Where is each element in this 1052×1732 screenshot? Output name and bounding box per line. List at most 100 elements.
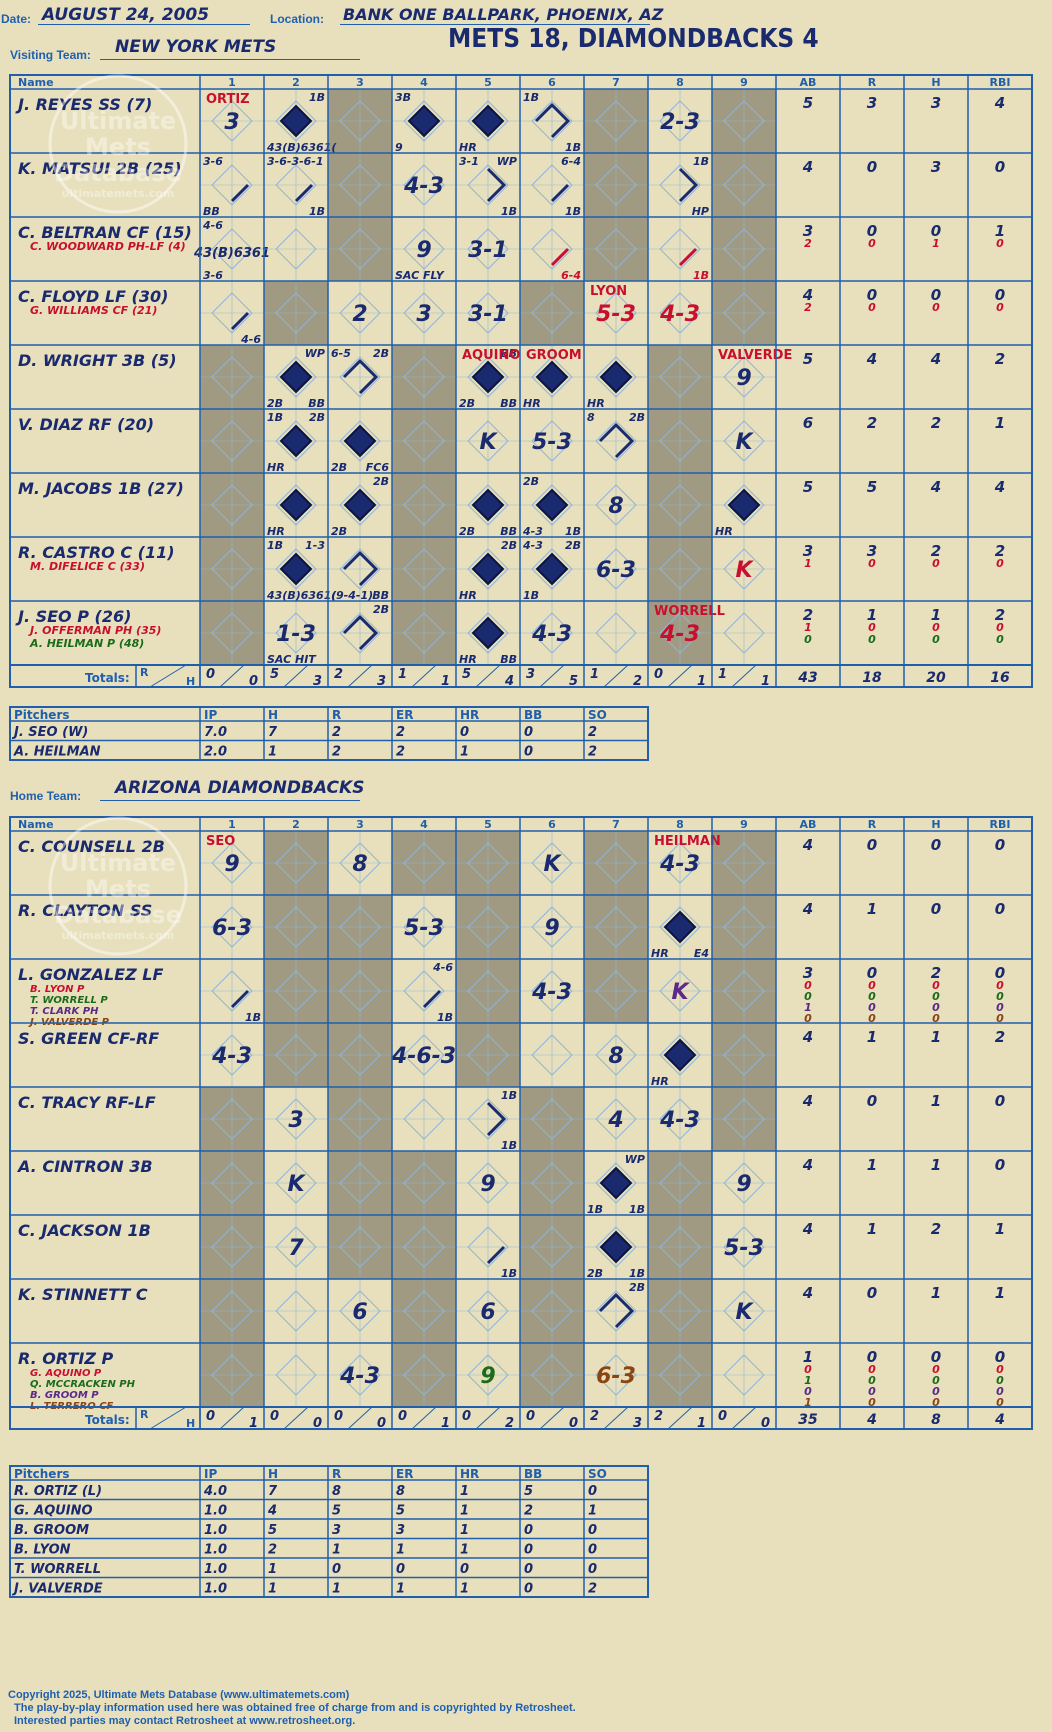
- run-scored-diamond: [599, 1166, 633, 1200]
- pitching-stat: 1: [460, 1523, 469, 1538]
- play-notation: BB: [500, 397, 517, 410]
- play-notation: 9: [480, 1364, 495, 1389]
- pitch-header: H: [268, 708, 278, 722]
- run-scored-diamond: [279, 552, 313, 586]
- batting-stat: 4: [802, 836, 813, 854]
- run-scored-diamond: [471, 488, 505, 522]
- run-scored-diamond: [535, 488, 569, 522]
- player-name: K. MATSUI 2B (25): [18, 159, 182, 178]
- player-name: Q. MCCRACKEN PH: [30, 1379, 136, 1390]
- name-column-header: Name: [18, 76, 54, 89]
- stat-header: AB: [800, 76, 817, 89]
- pitching-stat: 0: [588, 1562, 597, 1577]
- batting-stat: 2: [804, 301, 812, 314]
- play-notation: BB: [308, 397, 325, 410]
- copyright-text: Copyright 2025, Ultimate Mets Database (…: [8, 1689, 350, 1701]
- stat-header: AB: [800, 818, 817, 831]
- batting-stat: 2: [931, 1220, 941, 1238]
- play-notation: 6: [352, 1300, 367, 1325]
- basepath-line: [422, 989, 442, 1009]
- play-notation: 2B: [565, 539, 581, 552]
- batting-stat: 0: [996, 1001, 1004, 1014]
- basepath-line: [678, 167, 699, 203]
- pitcher-name: T. WORRELL: [14, 1562, 101, 1577]
- batting-stat: 0: [867, 222, 877, 240]
- visiting-underline: [100, 59, 360, 60]
- batting-stat: 0: [804, 979, 812, 992]
- batting-stat: 2: [995, 350, 1005, 368]
- batting-stat: 1: [931, 1028, 941, 1046]
- batting-stat: 0: [996, 633, 1004, 646]
- batting-stat: 1: [931, 1156, 941, 1174]
- pitching-stat: 0: [524, 1562, 533, 1577]
- pitching-stat: 0: [332, 1562, 341, 1577]
- play-notation: 5-3: [404, 916, 444, 941]
- batting-stat: 0: [932, 979, 940, 992]
- inning-header: 8: [676, 76, 684, 89]
- pitching-stat: 0: [524, 1582, 533, 1597]
- play-notation: BB: [203, 205, 220, 218]
- batting-stat: 4: [866, 350, 877, 368]
- batting-stat: 2: [867, 414, 877, 432]
- pitcher-name: J. VALVERDE: [11, 1582, 103, 1597]
- batting-stat: 0: [996, 237, 1004, 250]
- inning-runs-total: 5: [462, 667, 471, 682]
- totals-slash: [475, 1406, 501, 1430]
- pitching-stat: 0: [588, 1484, 597, 1499]
- player-name: C. TRACY RF-LF: [18, 1093, 156, 1112]
- pitching-stat: 1: [396, 1582, 405, 1597]
- play-notation: 6-4: [561, 155, 581, 168]
- play-notation: 2B: [267, 397, 283, 410]
- pitching-stat: 0: [396, 1562, 405, 1577]
- pitching-stat: 1.0: [204, 1523, 227, 1538]
- inning-header: 7: [612, 76, 620, 89]
- watermark-text: Mets: [85, 875, 151, 903]
- inning-header: 9: [740, 76, 748, 89]
- batting-stat: 1: [804, 1374, 812, 1387]
- play-notation: K: [735, 1300, 754, 1325]
- run-scored-diamond: [471, 616, 505, 650]
- pitch-header: SO: [588, 1467, 607, 1481]
- home-underline: [100, 800, 360, 801]
- batting-stat: 0: [804, 1363, 812, 1376]
- team-stat-total: 35: [798, 1412, 818, 1428]
- location-underline: [340, 24, 650, 25]
- player-name: B. GROOM P: [30, 1390, 99, 1401]
- play-notation: 4-6: [240, 333, 261, 346]
- play-notation: BB: [500, 525, 517, 538]
- batting-stat: 0: [868, 990, 876, 1003]
- play-notation: HR: [267, 525, 285, 538]
- play-notation: WP: [497, 155, 517, 168]
- pitching-stat: 0: [524, 725, 533, 740]
- inning-hits-total: 1: [761, 674, 770, 689]
- batting-stat: 0: [932, 1396, 940, 1409]
- batting-stat: 2: [995, 606, 1005, 624]
- stat-header: H: [931, 76, 940, 89]
- batting-stat: 2: [804, 237, 812, 250]
- batting-stat: 0: [867, 1348, 877, 1366]
- play-notation: HR: [651, 947, 669, 960]
- play-notation: 3: [288, 1108, 303, 1133]
- pitching-stat: 1: [460, 745, 469, 760]
- team-stat-total: 43: [797, 670, 817, 686]
- pitching-change-label: AQUINO: [462, 348, 520, 363]
- pitch-border: [9, 706, 649, 761]
- play-notation: 1B: [523, 91, 539, 104]
- inning-runs-total: 0: [462, 1409, 471, 1424]
- player-name: B. LYON P: [30, 984, 85, 995]
- batting-stat: 1: [867, 900, 877, 918]
- pitching-stat: 1: [588, 1504, 597, 1519]
- play-notation: 2B: [629, 411, 645, 424]
- pitch-header: IP: [204, 708, 217, 722]
- grid-border: [9, 816, 1033, 1430]
- inning-runs-total: 1: [590, 667, 599, 682]
- play-notation: 1B: [565, 205, 581, 218]
- basepath-line: [230, 311, 250, 331]
- play-notation: HR: [523, 397, 541, 410]
- batting-stat: 5: [803, 94, 813, 112]
- batting-stat: 0: [931, 286, 941, 304]
- pitch-header: R: [332, 708, 341, 722]
- batting-stat: 0: [932, 1363, 940, 1376]
- pitching-stat: 1.0: [204, 1543, 227, 1558]
- play-notation: HR: [587, 397, 605, 410]
